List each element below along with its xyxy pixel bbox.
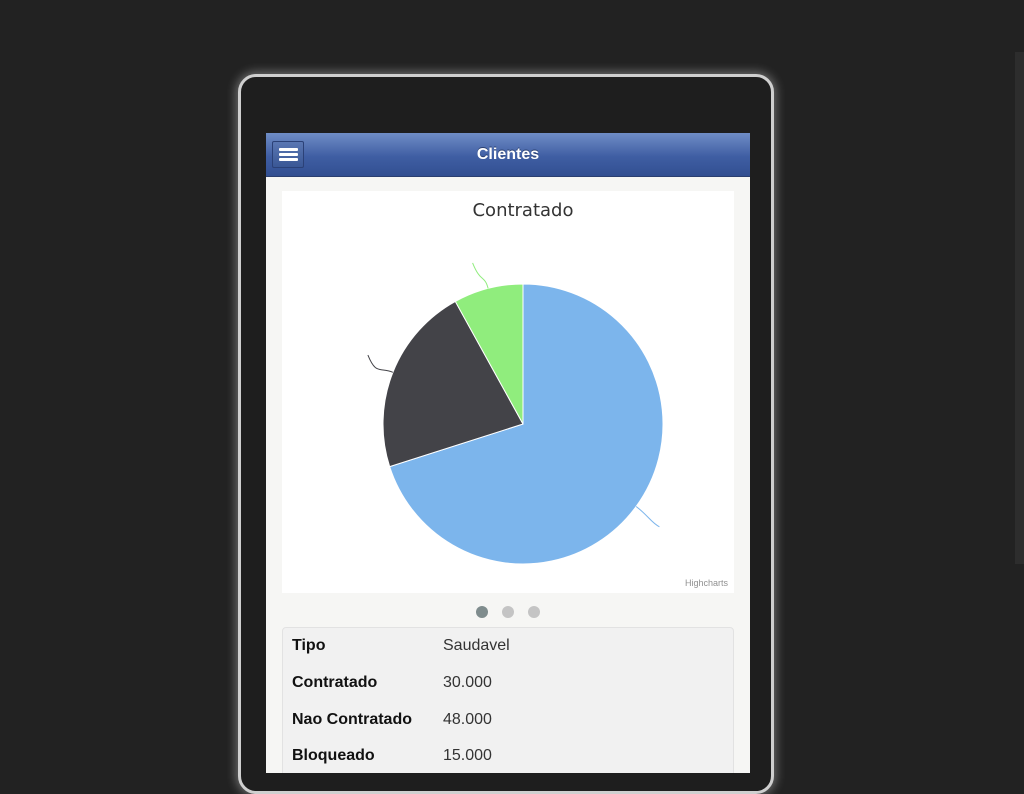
pie-label-connector xyxy=(367,354,394,373)
hamburger-menu-icon xyxy=(279,148,298,151)
chart-title: Contratado xyxy=(472,200,573,221)
pager-dot[interactable] xyxy=(476,606,488,618)
row-value: 48.000 xyxy=(443,711,492,728)
pie-label-connector xyxy=(635,506,660,528)
pager-dot[interactable] xyxy=(528,606,540,618)
table-row: Tipo Saudavel xyxy=(283,634,733,658)
page-title: Clientes xyxy=(476,146,540,163)
pie-slice[interactable] xyxy=(389,283,664,565)
carousel-pager xyxy=(266,606,750,620)
table-row: Contratado 30.000 xyxy=(283,671,733,695)
pie-label-connector xyxy=(472,262,489,289)
hamburger-menu-icon xyxy=(279,153,298,156)
row-value: 15.000 xyxy=(443,747,492,764)
table-row: Bloqueado 15.000 xyxy=(283,744,733,768)
row-value: Saudavel xyxy=(443,637,510,654)
pie-slice[interactable] xyxy=(454,283,524,425)
row-label: Bloqueado xyxy=(292,747,375,764)
app-header: Clientes xyxy=(266,133,750,177)
pager-dot[interactable] xyxy=(502,606,514,618)
menu-button[interactable] xyxy=(272,141,304,168)
pie-chart-svg: Contratado xyxy=(367,200,664,565)
page-scrollbar[interactable] xyxy=(1015,52,1024,564)
row-value: 30.000 xyxy=(443,674,492,691)
table-row: Nao Contratado 48.000 xyxy=(283,708,733,732)
row-label: Contratado xyxy=(292,674,378,691)
hamburger-menu-icon xyxy=(279,158,298,161)
row-label: Nao Contratado xyxy=(292,711,412,728)
pie-chart: Contratado Highcharts xyxy=(282,191,734,593)
details-table: Tipo Saudavel Contratado 30.000 Nao Contrata… xyxy=(282,627,734,773)
chart-credit[interactable]: Highcharts xyxy=(684,578,728,588)
app-screen: Clientes Contratado Highcharts Tipo Sauda… xyxy=(266,133,750,773)
row-label: Tipo xyxy=(292,637,326,654)
